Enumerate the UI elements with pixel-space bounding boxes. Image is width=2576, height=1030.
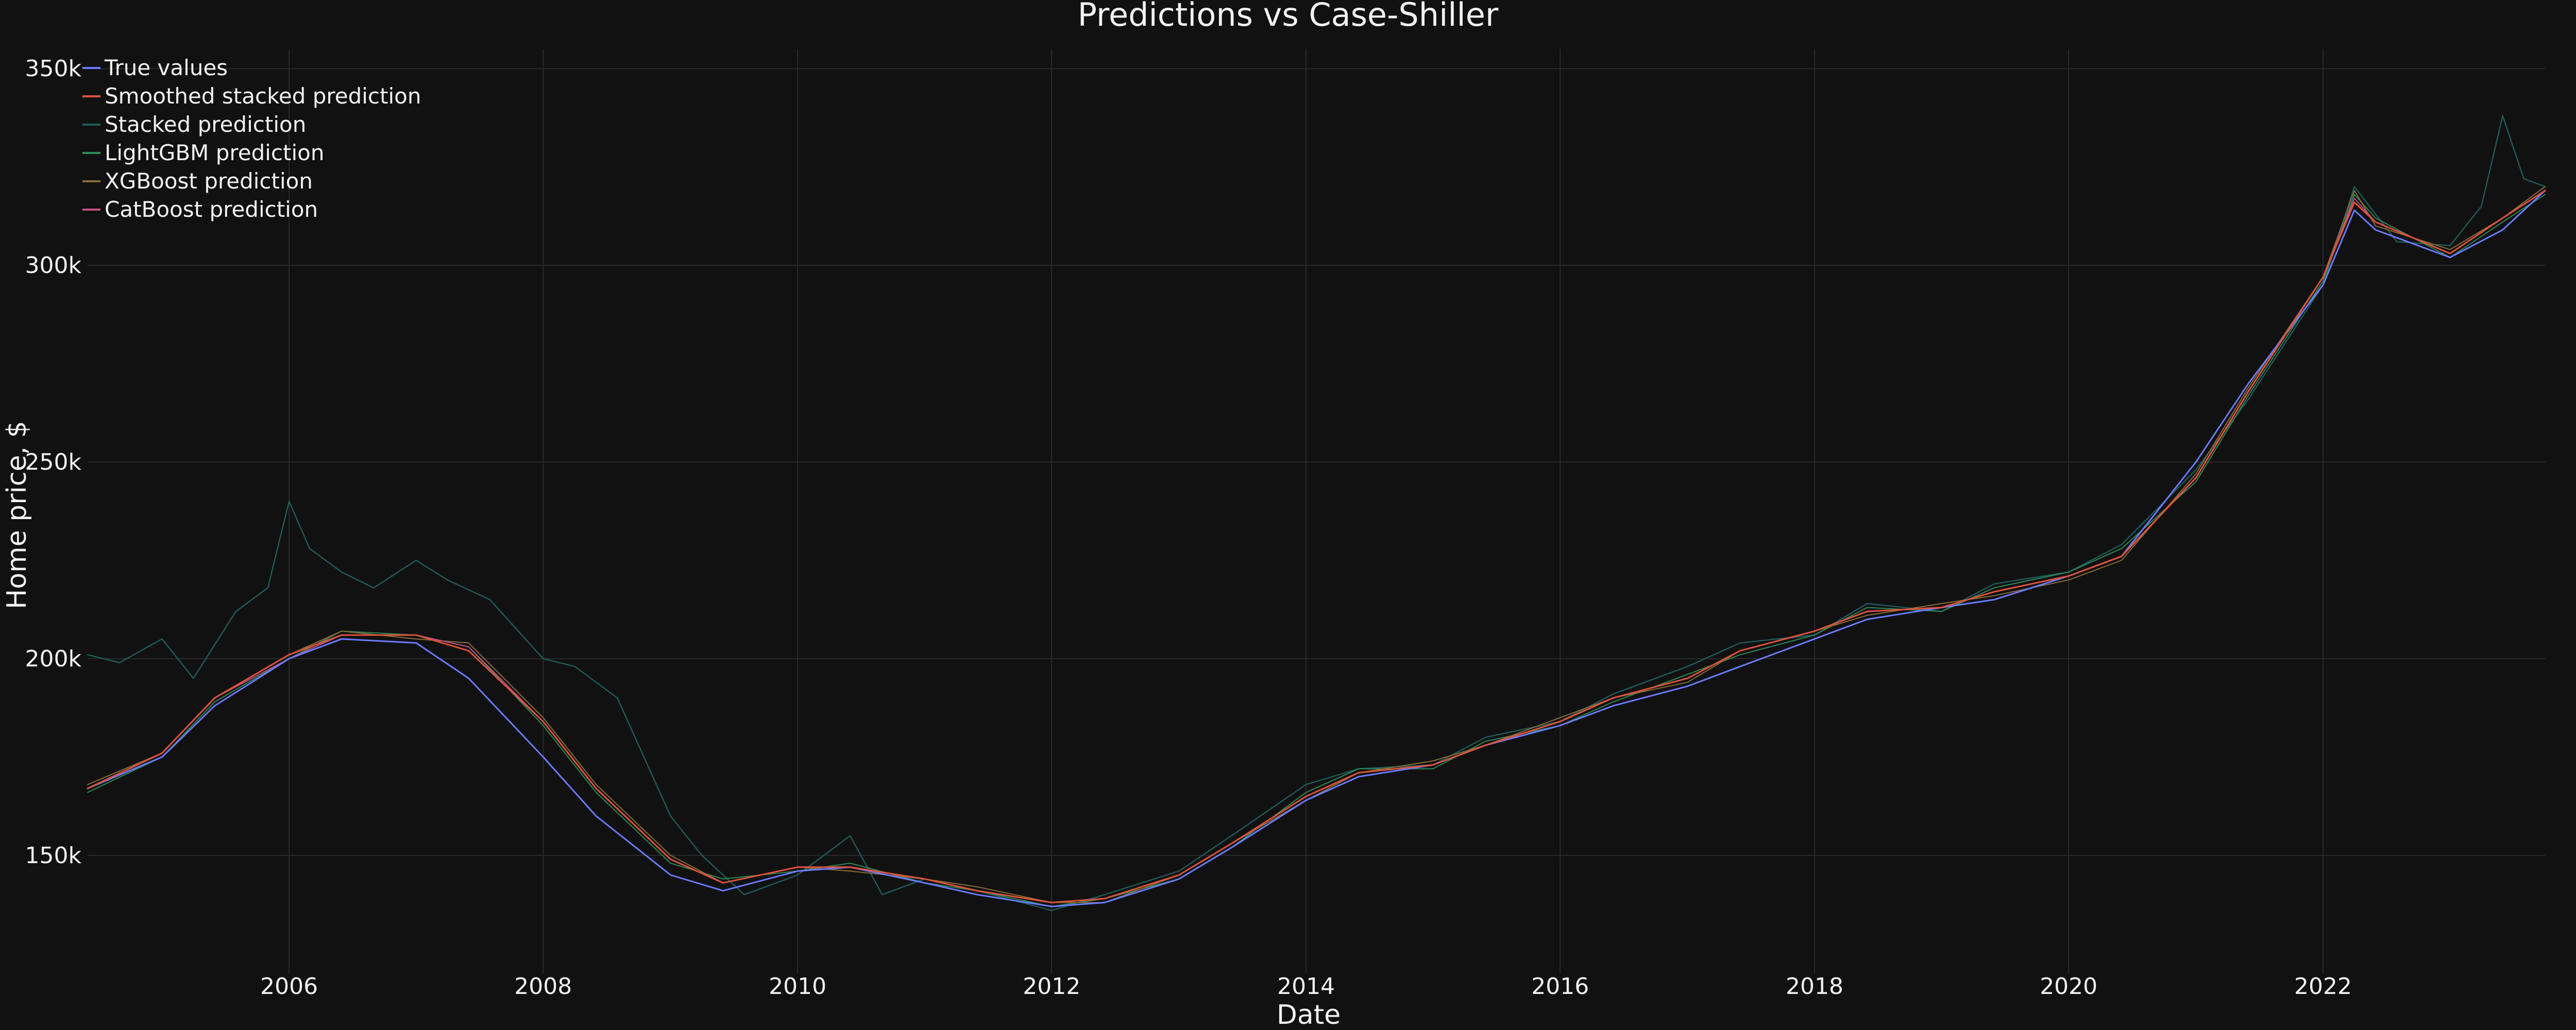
x-axis-ticks: 2006 2008 2010 2012 2014 2016 2018 2020 2022 (260, 973, 2352, 1000)
y-tick-label: 200k (25, 646, 82, 672)
x-tick-label: 2018 (1786, 973, 1843, 1000)
series-line (87, 190, 2546, 907)
y-tick-label: 300k (25, 252, 82, 279)
gridlines (88, 49, 2545, 973)
legend-label: True values (104, 55, 228, 80)
legend-label: CatBoost prediction (105, 197, 318, 222)
x-tick-label: 2006 (260, 973, 318, 1000)
x-tick-label: 2016 (1531, 973, 1589, 1000)
x-axis-title: Date (1277, 1000, 1341, 1030)
y-axis-ticks: 150k 200k 250k 300k 350k (25, 56, 82, 869)
x-tick-label: 2012 (1023, 973, 1080, 1000)
series-line (87, 190, 2546, 903)
y-tick-label: 350k (25, 56, 82, 82)
legend-label: XGBoost prediction (105, 168, 313, 194)
x-tick-label: 2008 (514, 973, 572, 1000)
x-tick-label: 2014 (1277, 973, 1335, 1000)
legend-label: LightGBM prediction (105, 140, 324, 165)
x-tick-label: 2022 (2294, 973, 2352, 1000)
chart-title: Predictions vs Case-Shiller (1078, 0, 1499, 33)
legend: True values Smoothed stacked prediction St… (82, 55, 421, 222)
legend-label: Stacked prediction (105, 112, 306, 137)
legend-label: Smoothed stacked prediction (105, 83, 421, 109)
y-tick-label: 250k (25, 449, 82, 475)
x-tick-label: 2020 (2040, 973, 2097, 1000)
y-axis-title: Home price, $ (2, 421, 32, 609)
y-tick-label: 150k (25, 843, 82, 869)
series-line (87, 194, 2546, 907)
x-tick-label: 2010 (769, 973, 826, 1000)
series-lines (87, 115, 2546, 912)
